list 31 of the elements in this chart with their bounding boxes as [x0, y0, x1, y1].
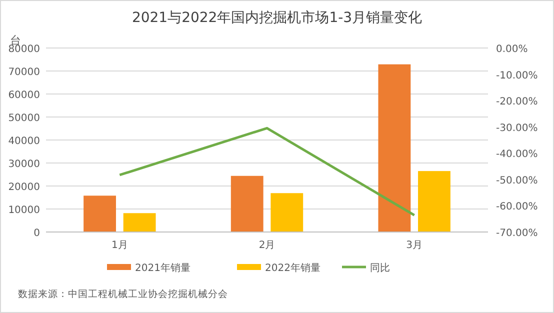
y2-tick-label: -70.00% [496, 228, 538, 239]
x-tick-label: 2月 [258, 240, 276, 251]
source-note: 数据来源：中国工程机械工业协会挖掘机械分会 [18, 288, 228, 300]
bar [270, 193, 304, 232]
x-tick-label: 1月 [111, 240, 128, 251]
y2-tick-label: -40.00% [496, 149, 538, 160]
y2-tick-label: -50.00% [496, 175, 538, 186]
y-tick-label: 70000 [8, 67, 40, 78]
legend-label: 同比 [370, 262, 390, 274]
y2-tick-label: -20.00% [496, 96, 538, 108]
y-tick-label: 40000 [8, 136, 40, 147]
y-tick-label: 10000 [8, 205, 40, 216]
legend-label: 2021年销量 [135, 262, 190, 274]
y-tick-label: 80000 [8, 44, 40, 55]
y2-tick-label: -60.00% [496, 202, 538, 213]
y-tick-label: 20000 [8, 182, 40, 193]
bar [418, 171, 450, 232]
chart-title: 2021与2022年国内挖掘机市场1-3月销量变化 [132, 10, 422, 26]
y2-tick-label: 0.00% [496, 44, 528, 55]
x-tick-label: 3月 [406, 240, 423, 251]
y-tick-label: 50000 [8, 113, 40, 124]
bar [378, 64, 411, 232]
y-tick-label: 30000 [8, 159, 40, 170]
y-tick-label: 0 [34, 228, 40, 239]
legend-label: 2022年销量 [265, 262, 320, 274]
y2-tick-label: -30.00% [496, 122, 538, 134]
y2-tick-label: -10.00% [496, 70, 538, 82]
bar [230, 176, 264, 232]
y-tick-label: 60000 [8, 90, 40, 101]
bar [84, 196, 116, 232]
bar [123, 213, 156, 232]
